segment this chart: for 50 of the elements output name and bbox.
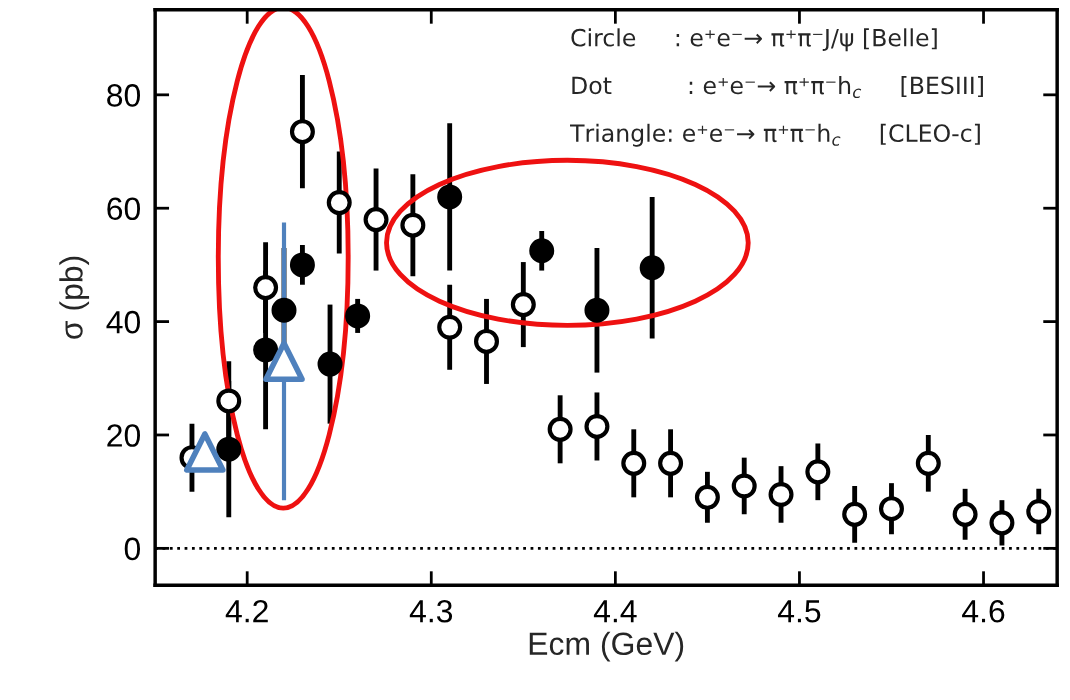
point <box>658 450 684 476</box>
point <box>184 431 226 473</box>
annotation: Circle : e⁺e⁻→ π⁺π⁻J/ψ [Belle] <box>571 28 937 52</box>
point <box>805 459 831 485</box>
y-tick-label: 60 <box>107 197 141 221</box>
point <box>915 450 941 476</box>
point <box>345 303 371 329</box>
point <box>317 351 343 377</box>
point <box>694 484 720 510</box>
y-tick-label: 40 <box>106 310 141 334</box>
point <box>878 496 904 522</box>
x-axis-title: Ecm (GeV) <box>529 631 684 662</box>
point <box>768 481 794 507</box>
point <box>289 119 315 145</box>
point <box>263 340 305 383</box>
point <box>289 252 315 278</box>
point <box>326 190 352 216</box>
point <box>363 207 389 233</box>
point <box>529 238 555 264</box>
y-tick-label: 0 <box>124 537 141 561</box>
point <box>639 255 665 281</box>
point <box>842 501 868 527</box>
point <box>473 328 500 354</box>
point <box>547 416 573 442</box>
text: Triangle: e⁺e⁻→ π⁺π⁻h$_{c}$ [CLEO-c] <box>570 123 980 147</box>
point <box>1026 499 1052 525</box>
y-tick-label: 80 <box>107 84 141 107</box>
point <box>989 510 1015 536</box>
y-axis-title: σ (pb) <box>59 256 90 339</box>
point <box>584 413 610 439</box>
x-tick-label: 4.6 <box>962 599 1005 623</box>
point <box>253 337 279 363</box>
point <box>510 292 536 318</box>
point <box>271 297 297 323</box>
point <box>731 473 757 499</box>
x-tick-label: 4.3 <box>409 599 453 623</box>
point <box>253 275 279 301</box>
point <box>216 388 242 414</box>
x-tick-label: 4.4 <box>593 600 637 623</box>
point <box>400 212 426 238</box>
text: Dot : e⁺e⁻→ π⁺π⁻h$_{c}$ [BESIII] <box>572 76 983 99</box>
point <box>437 184 463 210</box>
y-tick-label: 20 <box>107 424 141 447</box>
point <box>437 314 463 340</box>
x-tick-label: 4.5 <box>777 600 821 623</box>
x-tick-label: 4.2 <box>225 599 268 623</box>
point <box>584 297 610 323</box>
point <box>952 501 978 527</box>
point <box>621 450 647 476</box>
point <box>216 436 242 462</box>
